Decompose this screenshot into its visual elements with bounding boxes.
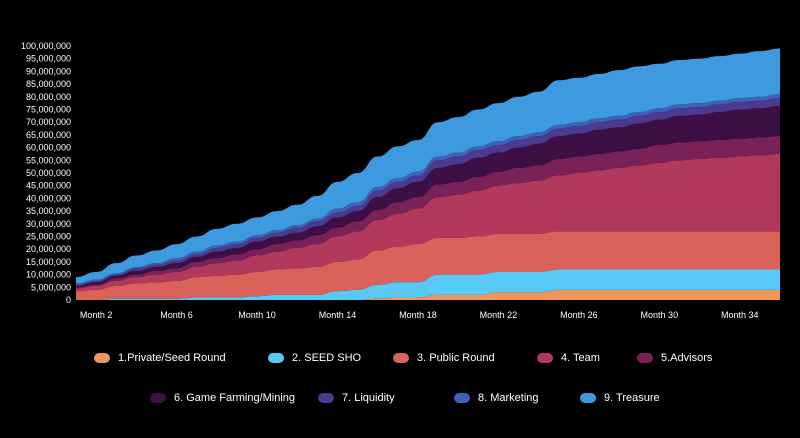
- x-tick-label: Month 34: [721, 310, 759, 320]
- legend-item: 7. Liquidity: [318, 392, 395, 404]
- y-tick-label: 90,000,000: [26, 66, 71, 76]
- y-tick-label: 100,000,000: [21, 41, 71, 51]
- area-series-4: [76, 153, 780, 292]
- y-tick-label: 70,000,000: [26, 117, 71, 127]
- legend-swatch: [318, 393, 334, 403]
- y-tick-label: 75,000,000: [26, 105, 71, 115]
- area-series-3: [76, 231, 780, 300]
- legend-item: 4. Team: [537, 352, 600, 364]
- y-tick-label: 5,000,000: [31, 282, 71, 292]
- legend-label: 3. Public Round: [417, 352, 495, 364]
- legend-item: 2. SEED SHO: [268, 352, 361, 364]
- y-tick-label: 30,000,000: [26, 219, 71, 229]
- x-tick-label: Month 2: [80, 310, 113, 320]
- y-tick-label: 15,000,000: [26, 257, 71, 267]
- y-tick-label: 10,000,000: [26, 270, 71, 280]
- legend-label: 8. Marketing: [478, 392, 539, 404]
- legend-item: 6. Game Farming/Mining: [150, 392, 295, 404]
- area-layers: [76, 48, 780, 300]
- legend-item: 3. Public Round: [393, 352, 495, 364]
- x-tick-label: Month 22: [480, 310, 518, 320]
- y-tick-label: 35,000,000: [26, 206, 71, 216]
- y-tick-label: 80,000,000: [26, 92, 71, 102]
- legend-label: 2. SEED SHO: [292, 352, 362, 364]
- legend-item: 8. Marketing: [454, 392, 539, 404]
- y-tick-label: 55,000,000: [26, 155, 71, 165]
- x-tick-label: Month 14: [319, 310, 357, 320]
- legend-swatch: [454, 393, 470, 403]
- x-tick-label: Month 30: [641, 310, 679, 320]
- legend-swatch: [150, 393, 166, 403]
- area-series-9: [76, 48, 780, 284]
- y-tick-label: 20,000,000: [26, 244, 71, 254]
- area-series-2: [76, 269, 780, 300]
- area-series-1: [76, 289, 780, 300]
- area-series-6: [76, 105, 780, 288]
- y-tick-label: 65,000,000: [26, 130, 71, 140]
- legend-item: 5.Advisors: [637, 352, 712, 364]
- y-axis-ticks: 0 5,000,000 10,000,000 15,000,000 20,000,000…: [21, 41, 71, 305]
- y-tick-label: 25,000,000: [26, 232, 71, 242]
- area-series-7: [76, 98, 780, 287]
- y-tick-label: 85,000,000: [26, 79, 71, 89]
- legend-swatch: [537, 353, 553, 363]
- area-series-5: [76, 136, 780, 289]
- x-axis-ticks: Month 2 Month 6 Month 10 Month 14 Month 18 Mo…: [80, 310, 759, 320]
- y-tick-label: 60,000,000: [26, 143, 71, 153]
- legend-swatch: [94, 353, 110, 363]
- x-tick-label: Month 10: [238, 310, 276, 320]
- y-tick-label: 50,000,000: [26, 168, 71, 178]
- legend-label: 1.Private/Seed Round: [118, 352, 226, 364]
- legend-item: 9. Treasure: [580, 392, 660, 404]
- legend-swatch: [393, 353, 409, 363]
- y-tick-label: 0: [66, 295, 71, 305]
- y-tick-label: 45,000,000: [26, 181, 71, 191]
- y-tick-label: 95,000,000: [26, 54, 71, 64]
- x-tick-label: Month 26: [560, 310, 598, 320]
- legend-swatch: [580, 393, 596, 403]
- legend-swatch: [268, 353, 284, 363]
- legend-label: 7. Liquidity: [342, 392, 395, 404]
- legend-label: 9. Treasure: [604, 392, 660, 404]
- legend-label: 4. Team: [561, 352, 600, 364]
- y-tick-label: 40,000,000: [26, 193, 71, 203]
- legend-label: 5.Advisors: [661, 352, 713, 364]
- x-tick-label: Month 6: [160, 310, 193, 320]
- legend-item: 1.Private/Seed Round: [94, 352, 226, 364]
- area-series-8: [76, 94, 780, 285]
- legend-label: 6. Game Farming/Mining: [174, 392, 296, 404]
- legend-swatch: [637, 353, 653, 363]
- x-tick-label: Month 18: [399, 310, 437, 320]
